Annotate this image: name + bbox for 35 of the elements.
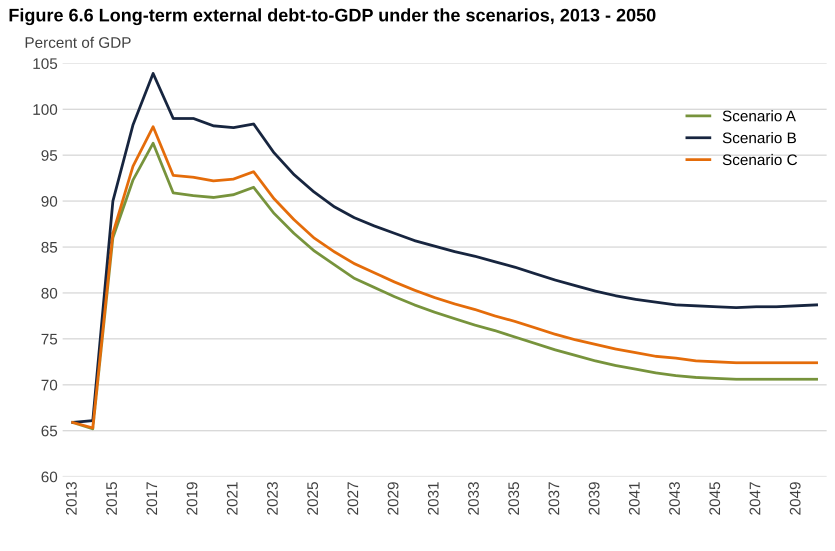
y-tick-label: 105 [33, 58, 58, 70]
x-tick-label: 2015 [106, 482, 117, 515]
x-tick-label: 2045 [709, 482, 720, 515]
y-tick-label: 85 [41, 242, 58, 253]
x-tick-label: 2037 [548, 482, 560, 515]
x-tick-label: 2039 [588, 482, 600, 515]
y-tick-label: 65 [42, 426, 58, 436]
line-series [71, 72, 818, 424]
y-tick-label: 90 [41, 196, 58, 207]
x-tick-label: 2029 [388, 482, 398, 515]
x-tick-label: 2049 [790, 482, 801, 515]
y-tick-label: 80 [41, 288, 58, 299]
x-tick-label: 2027 [347, 482, 358, 515]
x-tick-label: 2041 [628, 482, 640, 515]
x-tick-label: 2017 [146, 482, 158, 515]
y-tick-label: 95 [41, 150, 58, 161]
x-tick-label: 2025 [307, 482, 318, 515]
y-tick-label: 60 [42, 471, 58, 482]
legend-label: Scenario C [722, 154, 798, 166]
x-tick-label: 2031 [428, 482, 439, 515]
y-axis-title: Percent of GDP [26, 36, 131, 48]
x-tick-label: 2035 [508, 482, 520, 515]
y-tick-label: 70 [42, 380, 58, 390]
legend-label: Scenario B [722, 132, 796, 144]
x-tick-label: 2023 [267, 482, 278, 515]
x-tick-label: 2013 [66, 482, 77, 515]
x-tick-label: 2033 [468, 482, 479, 515]
x-tick-label: 2043 [669, 482, 680, 515]
x-tick-label: 2021 [226, 482, 238, 515]
y-tick-label: 100 [33, 104, 58, 115]
x-tick-label: 2047 [750, 482, 760, 515]
legend-label: Scenario A [722, 110, 796, 122]
x-tick-label: 2019 [186, 482, 198, 515]
chart-title: Figure 6.6 Long-term external debt-to-GDP under the scenarios, 2013 - 2050 [10, 8, 656, 26]
y-tick-label: 75 [42, 334, 58, 345]
